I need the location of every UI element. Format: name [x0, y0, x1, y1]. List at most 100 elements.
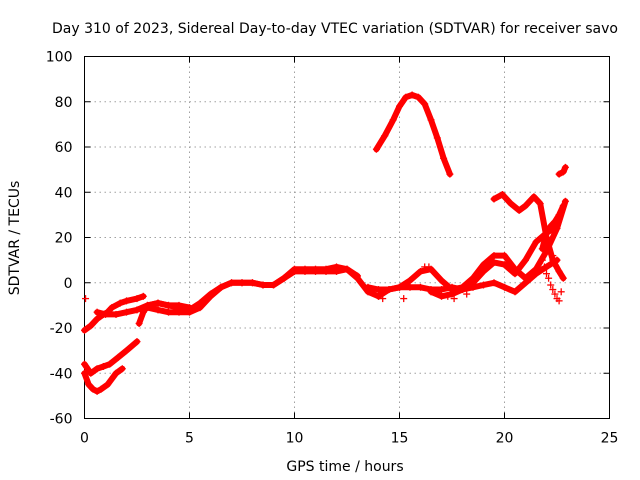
data-point — [425, 263, 433, 271]
data-point — [522, 274, 529, 282]
data-point — [396, 283, 403, 291]
data-point — [417, 283, 424, 291]
data-point — [87, 369, 95, 377]
x-tick-label: 0 — [80, 431, 89, 447]
y-tick-label: -40 — [50, 366, 73, 382]
data-point — [333, 267, 340, 275]
data-point — [490, 252, 498, 260]
points-group — [81, 91, 569, 395]
series-track-a — [81, 293, 147, 334]
data-point — [490, 279, 498, 287]
data-point — [459, 286, 466, 294]
data-point — [154, 306, 162, 314]
data-point — [547, 281, 555, 289]
data-point — [135, 319, 143, 327]
y-tick-label: -60 — [50, 412, 73, 428]
data-point — [144, 304, 151, 312]
data-point — [82, 295, 90, 303]
data-point — [536, 200, 544, 208]
data-point — [270, 281, 277, 289]
series-track-m — [556, 164, 569, 178]
data-point — [133, 306, 141, 314]
data-point — [106, 360, 114, 368]
data-point — [559, 274, 567, 282]
data-point — [196, 304, 204, 312]
data-point — [379, 295, 387, 303]
data-point — [312, 267, 319, 275]
data-point — [553, 222, 561, 230]
data-point — [93, 387, 101, 395]
data-point — [93, 365, 101, 373]
data-point — [99, 362, 107, 370]
data-point — [186, 308, 193, 316]
data-point — [498, 191, 506, 199]
data-point — [559, 202, 567, 210]
data-point — [559, 168, 567, 176]
data-point — [511, 270, 519, 278]
data-point — [522, 256, 529, 264]
y-axis-label: SDTVAR / TECUs — [7, 181, 23, 296]
data-point — [480, 267, 487, 275]
data-point — [555, 211, 563, 219]
data-point — [433, 134, 441, 142]
data-point — [175, 308, 183, 316]
data-point — [133, 338, 141, 346]
data-point — [480, 261, 487, 269]
data-point — [551, 218, 559, 226]
data-point — [543, 229, 550, 237]
data-point — [545, 247, 553, 255]
data-point — [522, 202, 529, 210]
y-tick-label: 60 — [55, 140, 73, 156]
data-point — [154, 299, 162, 307]
data-point — [440, 154, 448, 162]
data-point — [438, 276, 445, 284]
x-axis-label: GPS time / hours — [286, 459, 403, 475]
chart-title: Day 310 of 2023, Sidereal Day-to-day VTE… — [52, 21, 618, 37]
data-point — [408, 91, 416, 99]
data-point — [139, 292, 147, 300]
data-point — [448, 290, 456, 298]
data-point — [139, 308, 147, 316]
series-track-g — [373, 92, 453, 178]
data-point — [406, 276, 414, 284]
data-point — [112, 310, 120, 318]
series-track-e — [81, 338, 140, 377]
series-track-l — [539, 202, 567, 252]
grid-lines — [84, 56, 610, 419]
data-point — [540, 263, 548, 271]
x-axis: 0 5 10 15 20 25 — [80, 56, 619, 447]
data-point — [81, 360, 88, 368]
data-point — [93, 315, 101, 323]
x-tick-label: 25 — [601, 431, 619, 447]
data-point — [555, 170, 563, 178]
data-point — [97, 385, 105, 393]
data-point — [490, 195, 498, 203]
data-point — [547, 222, 555, 230]
data-point — [530, 193, 538, 201]
data-point — [375, 292, 382, 300]
data-point — [532, 265, 540, 273]
data-point — [165, 308, 172, 316]
data-point — [389, 116, 397, 124]
y-tick-label: 0 — [64, 276, 73, 292]
data-point — [81, 326, 88, 334]
data-point — [469, 279, 477, 287]
data-point — [217, 283, 225, 291]
x-tick-label: 5 — [185, 431, 194, 447]
data-point — [417, 267, 424, 275]
data-point — [259, 281, 267, 289]
y-tick-label: 40 — [55, 185, 73, 201]
data-point — [112, 369, 120, 377]
data-point — [102, 310, 109, 318]
data-point — [557, 288, 565, 296]
data-point — [81, 369, 88, 377]
data-point — [123, 308, 130, 316]
data-point — [354, 272, 361, 280]
data-point — [123, 347, 130, 355]
series-group — [81, 92, 569, 395]
data-point — [228, 279, 235, 287]
data-point — [435, 290, 443, 298]
data-point — [381, 132, 389, 140]
data-point — [123, 297, 130, 305]
data-point — [501, 283, 508, 291]
